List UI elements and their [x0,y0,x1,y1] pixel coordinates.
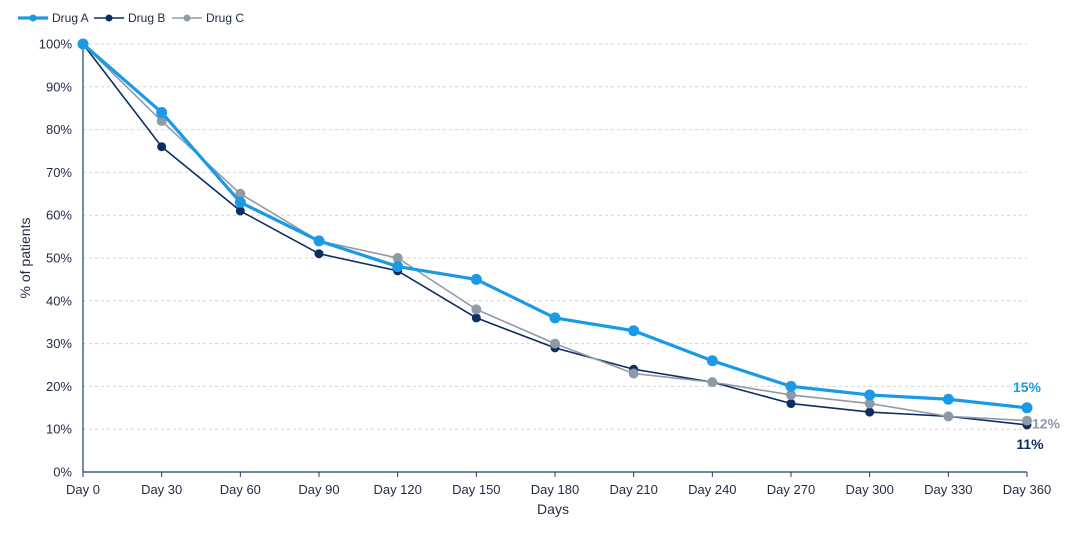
data-point-drug-a [942,393,954,405]
series-line-drug-b [82,43,1028,426]
series-line-drug-a [81,42,1028,410]
x-tick-label: Day 90 [298,482,339,497]
data-point-drug-c [943,411,954,422]
data-point-drug-c [864,398,875,409]
y-tick-label: 40% [46,293,72,308]
data-point-drug-c [786,389,796,400]
legend-label: Drug B [128,11,165,25]
x-tick-label: Day 240 [688,482,736,497]
legend-item-drug-c: Drug C [172,11,244,25]
legend-item-drug-a: Drug A [18,11,89,25]
data-point-drug-b [157,142,167,152]
gridlines [83,43,1027,430]
data-point-drug-a [706,355,718,367]
y-axis-label: % of patients [17,218,33,299]
x-tick-label: Day 270 [767,482,815,497]
legend-label: Drug A [52,11,89,25]
x-tick-label: Day 180 [531,482,579,497]
data-point-drug-c [628,368,639,379]
y-tick-label: 10% [46,422,72,437]
y-tick-label: 60% [46,208,72,223]
x-tick-label: Day 150 [452,482,500,497]
series-line-drug-c [82,43,1028,422]
x-tick-label: Day 210 [609,482,657,497]
end-label-drug-b: 11% [1016,436,1044,452]
series-drug-c [78,39,1032,426]
legend-label: Drug C [206,11,244,25]
legend-item-drug-b: Drug B [94,11,165,25]
x-tick-labels: Day 0 Day 30 Day 60 Day 90 Day 120 Day 150 Day… [66,482,1051,497]
x-tick-label: Day 60 [220,482,261,497]
x-tick-label: Day 330 [924,482,972,497]
data-point-drug-b [314,249,324,259]
data-point-drug-a [785,380,797,392]
y-tick-label: 70% [46,165,72,180]
legend-marker [29,14,37,22]
x-tick-label: Day 30 [141,482,182,497]
data-point-drug-a [77,38,89,50]
x-tick-label: Day 300 [845,482,893,497]
y-tick-label: 80% [46,122,72,137]
data-point-drug-a [1021,402,1033,414]
data-point-drug-b [471,313,481,323]
series-drug-b [78,39,1032,430]
y-tick-label: 0% [53,465,72,480]
data-point-drug-c [471,304,482,315]
y-tick-label: 30% [46,336,72,351]
x-tick-label: Day 360 [1003,482,1051,497]
y-tick-label: 100% [39,37,73,52]
x-tick-label: Day 0 [66,482,100,497]
data-point-drug-a [156,106,168,118]
data-point-drug-b [235,206,245,216]
data-point-drug-c [156,116,167,127]
data-point-drug-a [470,273,482,285]
legend: Drug A Drug B Drug C [18,11,244,25]
data-point-drug-c [392,253,403,263]
data-point-drug-a [313,235,325,247]
end-label-drug-a: 15% [1013,379,1042,395]
x-tick-label: Day 120 [373,482,421,497]
series-drug-a [77,38,1033,414]
data-point-drug-b [865,407,875,417]
data-point-drug-c [1022,415,1032,426]
y-tick-label: 50% [46,251,72,266]
y-tick-labels: 0% 10% 20% 30% 40% 50% 60% 70% 80% 90% 100% [39,37,73,480]
data-point-drug-a [392,261,404,273]
data-point-drug-a [549,312,561,324]
end-labels: 15% 11% 12% [1013,379,1061,452]
data-point-drug-a [864,389,876,401]
y-tick-label: 20% [46,379,72,394]
legend-marker [105,14,113,22]
data-point-drug-a [628,325,640,337]
data-point-drug-b [786,399,796,409]
data-point-drug-c [235,188,246,199]
y-tick-label: 90% [46,79,72,94]
legend-marker [183,14,191,22]
x-axis-label: Days [537,501,569,517]
data-point-drug-a [234,196,246,208]
data-point-drug-c [707,377,718,388]
axes [82,44,1028,477]
series-lines [77,38,1033,430]
data-point-drug-c [550,338,560,349]
end-label-drug-c: 12% [1032,416,1061,432]
